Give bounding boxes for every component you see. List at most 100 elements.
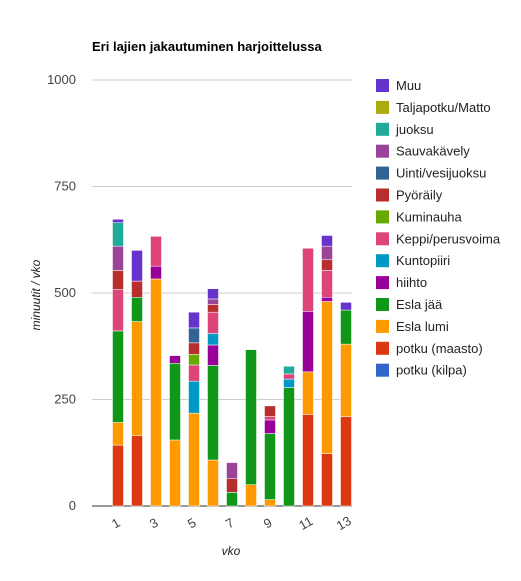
bar-segment (131, 297, 143, 322)
legend-item: hiihto (376, 275, 427, 290)
y-tick-label: 0 (69, 498, 76, 513)
x-tick-labels: 1 3 5 7 9 11 13 (109, 513, 354, 533)
bar-segment (112, 422, 124, 446)
bar-stack (302, 248, 314, 507)
bar-segment (245, 349, 257, 485)
x-tick-label: 3 (147, 515, 161, 532)
legend-item: Kuminauha (376, 209, 463, 224)
bar-segment (321, 235, 333, 247)
bar-segment (321, 297, 333, 302)
legend-label: Pyöräily (396, 188, 443, 203)
bar-segment (112, 270, 124, 290)
legend-swatch (376, 276, 389, 290)
bar-segment (340, 416, 352, 507)
legend-swatch (376, 79, 389, 92)
bar-segment (245, 484, 257, 507)
y-axis-label: minuutit / vko (29, 259, 43, 330)
legend-item: potku (maasto) (376, 341, 483, 356)
legend-item: Kuntopiiri (376, 253, 450, 268)
bar-segment (340, 309, 352, 345)
bar-stack (226, 462, 238, 507)
bar-segment (150, 236, 162, 267)
bar-segment (283, 378, 295, 388)
bar-segment (207, 288, 219, 300)
bar-segment (169, 355, 181, 364)
bar-stack (264, 405, 276, 507)
legend-swatch (376, 363, 389, 377)
legend-label: Uinti/vesijuoksu (396, 166, 486, 181)
bar-stack (188, 311, 200, 507)
bar-segment (112, 219, 124, 223)
bar-segment (264, 433, 276, 500)
bar-segment (264, 405, 276, 417)
bar-stack (131, 250, 143, 507)
bar-segment (207, 365, 219, 461)
legend-swatch (376, 232, 389, 246)
bar-segment (321, 245, 333, 261)
bar-segment (188, 342, 200, 355)
legend-label: Sauvakävely (396, 144, 470, 159)
bar-segment (283, 366, 295, 375)
bar-segment (131, 280, 143, 298)
bar-segment (264, 416, 276, 421)
bar-segment (226, 462, 238, 479)
x-tick-label: 7 (223, 515, 237, 532)
legend-label: juoksu (395, 122, 434, 137)
bar-segment (340, 302, 352, 311)
legend-item: juoksu (376, 122, 434, 137)
bar-segment (226, 478, 238, 493)
y-tick-label: 250 (54, 392, 76, 407)
bar-stack (112, 219, 124, 507)
y-tick-label: 500 (54, 285, 76, 300)
bar-segment (188, 354, 200, 366)
bar-segment (150, 278, 162, 507)
legend-swatch (376, 188, 389, 202)
bar-segment (169, 363, 181, 441)
x-tick-label: 5 (185, 515, 199, 532)
legend-label: Esla lumi (396, 319, 449, 334)
legend-item: Uinti/vesijuoksu (376, 166, 486, 181)
bar-stack (340, 302, 352, 507)
bar-segment (112, 245, 124, 271)
x-tick-label: 13 (334, 513, 354, 533)
legend-item: Keppi/perusvoima (376, 231, 501, 246)
legend-label: potku (maasto) (396, 341, 483, 356)
bars (112, 219, 352, 507)
x-tick-label: 11 (296, 513, 315, 533)
bar-segment (302, 414, 314, 507)
bar-segment (112, 444, 124, 507)
x-tick-label: 9 (261, 515, 275, 532)
x-tick-label: 1 (109, 515, 123, 532)
legend-swatch (376, 254, 389, 268)
y-tick-label: 1000 (47, 72, 76, 87)
legend: Muu Taljapotku/Matto juoksu Sauvakävely Uint… (376, 78, 501, 378)
bar-segment (188, 364, 200, 382)
legend-label: Taljapotku/Matto (396, 100, 491, 115)
legend-item: Pyöräily (376, 188, 443, 203)
chart-title: Eri lajien jakautuminen harjoittelussa (92, 39, 323, 54)
y-tick-label: 750 (54, 179, 76, 194)
bar-segment (321, 301, 333, 454)
bar-segment (112, 222, 124, 247)
bar-segment (169, 439, 181, 507)
bar-stack (207, 288, 219, 507)
bar-segment (188, 412, 200, 507)
legend-label: hiihto (396, 275, 427, 290)
bar-stack (321, 235, 333, 507)
bar-segment (283, 373, 295, 380)
x-axis-label: vko (222, 544, 241, 558)
bar-segment (207, 459, 219, 507)
bar-segment (112, 289, 124, 332)
bar-segment (188, 327, 200, 344)
legend-item: Taljapotku/Matto (376, 100, 491, 115)
bar-segment (264, 419, 276, 434)
bar-segment (340, 343, 352, 417)
bar-segment (321, 259, 333, 271)
bar-segment (112, 330, 124, 423)
bar-segment (207, 344, 219, 366)
legend-label: Muu (396, 78, 421, 93)
bar-segment (302, 248, 314, 312)
legend-swatch (376, 319, 389, 333)
bar-segment (207, 311, 219, 334)
